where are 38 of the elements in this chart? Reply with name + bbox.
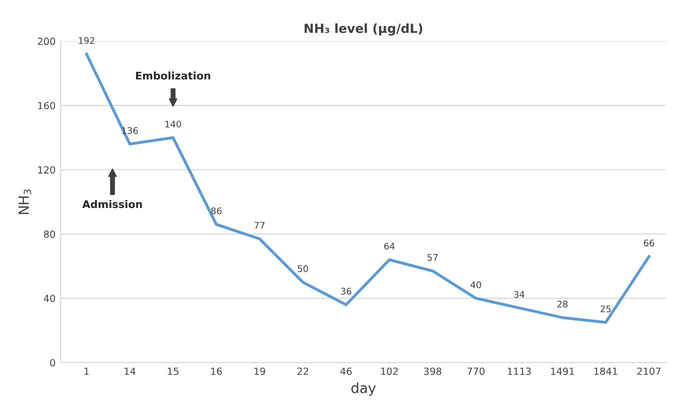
x-tick-label: 398 — [424, 368, 442, 375]
x-tick-label: 1 — [84, 368, 89, 375]
x-tick-label: 16 — [211, 368, 222, 375]
data-label: 86 — [211, 207, 222, 214]
data-label: 192 — [78, 37, 94, 44]
y-tick-label: 40 — [44, 294, 56, 302]
annotation: Embolization — [136, 72, 210, 80]
data-label: 77 — [254, 222, 265, 229]
y-tick-label: 200 — [38, 38, 56, 46]
x-tick-label: 14 — [124, 368, 136, 375]
y-tick-label: 160 — [38, 102, 56, 110]
annotation: Admission — [82, 200, 142, 208]
x-tick-label: 1841 — [594, 368, 618, 375]
chart-title: NH₃ level (µg/dL) — [304, 23, 422, 36]
y-axis-title: NH$_{3}$ — [18, 190, 32, 214]
y-tick-label: 0 — [50, 359, 56, 366]
x-tick-label: 19 — [254, 368, 266, 375]
x-tick-label: 2107 — [637, 368, 661, 375]
x-axis-title: day — [351, 382, 376, 396]
x-tick-label: 770 — [467, 368, 485, 375]
data-label: 36 — [341, 288, 352, 295]
x-tick-label: 102 — [381, 368, 398, 375]
x-tick-label: 15 — [168, 368, 178, 375]
data-label: 28 — [557, 300, 568, 308]
data-label: 64 — [384, 242, 395, 250]
x-tick-label: 22 — [297, 368, 308, 375]
data-label: 40 — [470, 281, 482, 288]
data-label: 57 — [428, 254, 438, 261]
data-label: 140 — [165, 120, 182, 128]
data-label: 25 — [600, 305, 611, 312]
x-tick-label: 46 — [340, 368, 352, 375]
data-label: 50 — [298, 265, 308, 272]
y-tick-label: 80 — [44, 230, 56, 238]
x-tick-label: 1113 — [508, 368, 531, 375]
x-tick-label: 1491 — [551, 368, 574, 375]
y-tick-label: 120 — [38, 166, 56, 174]
data-label: 66 — [644, 240, 654, 246]
data-label: 34 — [514, 291, 524, 298]
